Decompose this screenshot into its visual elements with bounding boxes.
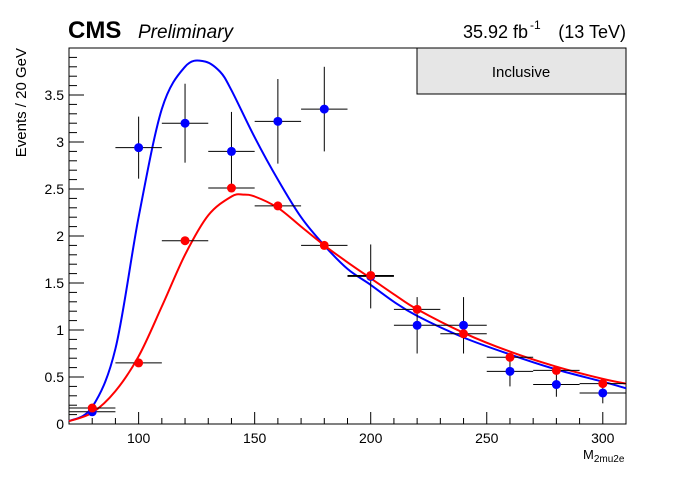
blue-data-point	[226, 146, 236, 156]
red-data-point	[87, 403, 97, 413]
blue-data-point	[319, 104, 329, 114]
red-data-point	[551, 365, 561, 375]
status-label: Preliminary	[138, 22, 235, 43]
experiment-label: CMS	[68, 17, 121, 44]
red-data-point	[366, 270, 376, 280]
blue-fit-curve	[68, 59, 627, 423]
x-axis-title-sub: 2mu2e	[594, 454, 625, 465]
legend-label: Inclusive	[492, 64, 550, 81]
x-tick-label: 300	[591, 430, 615, 446]
x-axis-title: M2mu2e	[583, 447, 625, 465]
y-axis-title: Events / 20 GeV	[13, 48, 30, 157]
x-tick-label: 100	[127, 430, 151, 446]
y-tick-label: 2	[56, 228, 64, 244]
y-tick-label: 0.5	[45, 369, 65, 385]
blue-data-point	[459, 320, 469, 330]
red-data-point	[180, 236, 190, 246]
lumi-exponent: -1	[530, 18, 541, 32]
blue-data-point	[551, 380, 561, 390]
x-tick-label: 250	[475, 430, 499, 446]
blue-data-point	[273, 116, 283, 126]
blue-data-point	[180, 118, 190, 128]
red-data-point	[273, 201, 283, 211]
x-axis-title-main: M	[583, 447, 594, 462]
y-tick-label: 1	[56, 322, 64, 338]
red-data-point	[459, 329, 469, 339]
red-fit-curve	[68, 193, 627, 423]
y-tick-label: 1.5	[45, 275, 65, 291]
red-data-point	[412, 304, 422, 314]
blue-data-point	[505, 366, 515, 376]
y-tick-label: 3	[56, 134, 64, 150]
y-tick-label: 2.5	[45, 181, 65, 197]
blue-data-point	[134, 143, 144, 153]
red-data-point	[319, 240, 329, 250]
legend-box	[416, 47, 627, 95]
lumi-label: 35.92 fb	[463, 22, 528, 42]
energy-label: (13 TeV)	[558, 22, 626, 42]
red-data-point	[226, 183, 236, 193]
x-tick-label: 200	[359, 430, 383, 446]
plot-frame	[68, 47, 627, 425]
red-data-point	[134, 358, 144, 368]
y-tick-label: 3.5	[45, 87, 65, 103]
x-tick-label: 150	[243, 430, 267, 446]
y-tick-label: 0	[56, 416, 64, 432]
red-data-point	[598, 379, 608, 389]
blue-data-point	[598, 388, 608, 398]
blue-data-point	[412, 320, 422, 330]
red-data-point	[505, 352, 515, 362]
